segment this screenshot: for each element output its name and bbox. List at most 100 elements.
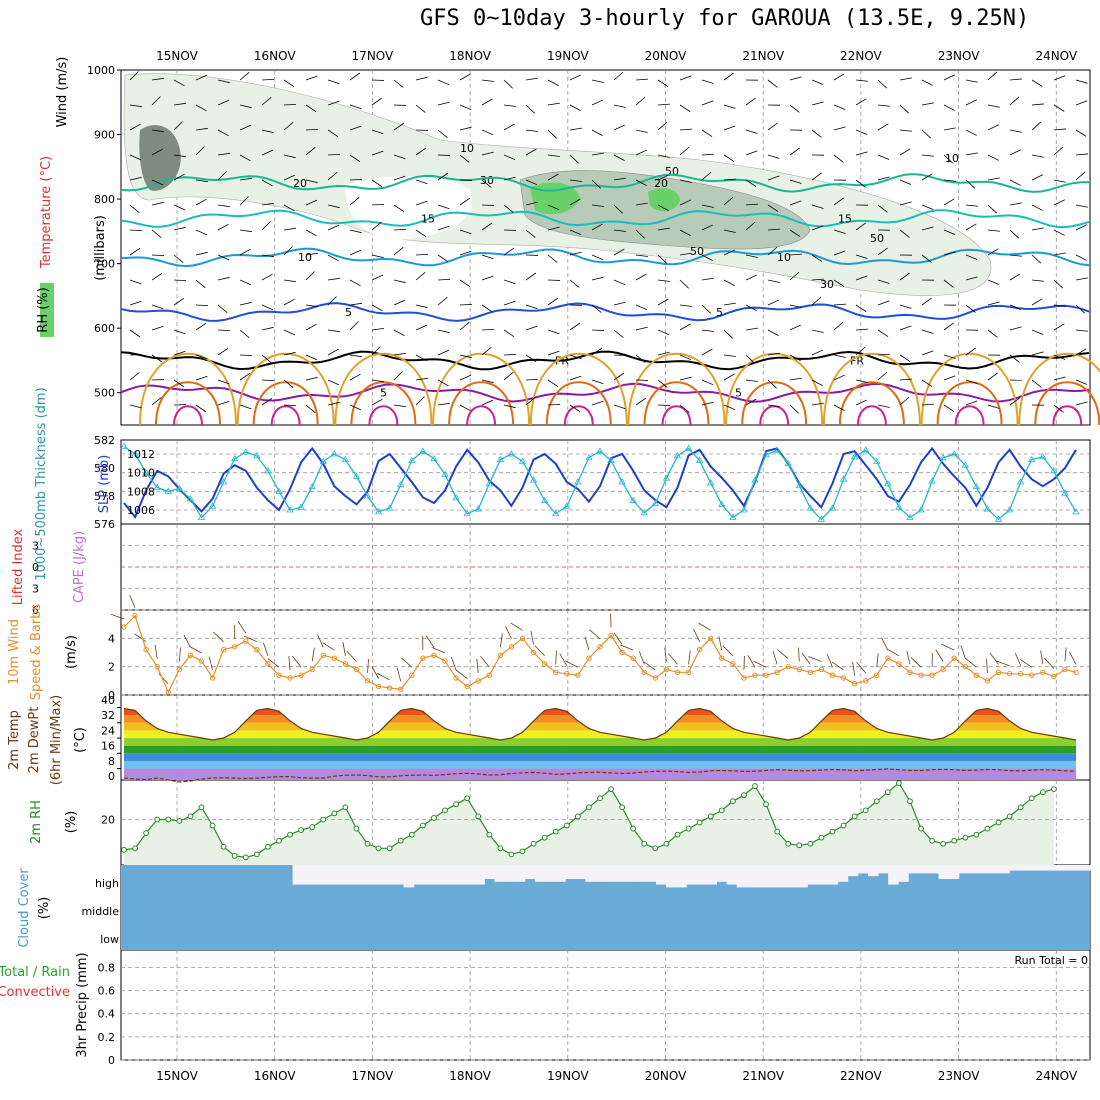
wind-barb [349, 354, 362, 358]
isotherm-label: 15 [421, 212, 435, 225]
wind-barb [635, 354, 646, 363]
wind-barb [393, 279, 406, 284]
wind-barb-10m [638, 651, 645, 665]
wind-barb [503, 79, 513, 89]
cloud-high-clear-bar [928, 865, 940, 874]
wind-barb [657, 298, 669, 306]
wind-barb [349, 404, 362, 411]
date-label-bottom: 21NOV [742, 1069, 784, 1083]
slp-point [430, 454, 438, 462]
slp-point [219, 478, 228, 485]
wind-barb [701, 100, 714, 106]
wind-barb [679, 104, 691, 112]
wind-barb [1075, 379, 1088, 385]
wind-barb [943, 251, 956, 256]
wind-speed-point [674, 669, 681, 676]
wind-barb [1031, 174, 1043, 181]
wind-barb [833, 354, 846, 358]
wind-barb [591, 400, 604, 406]
slp-point [740, 506, 748, 513]
wind-barb [1031, 227, 1044, 231]
slp-point [275, 487, 283, 494]
slp-point [795, 481, 803, 489]
temperature-band [124, 715, 1077, 723]
wind-barb [415, 229, 427, 238]
rh2m-point [342, 804, 349, 811]
temperature-band [124, 730, 1077, 739]
wind-barb [943, 74, 955, 81]
wind-speed-point [708, 635, 714, 642]
slp-point [850, 453, 859, 460]
wind-barb [283, 279, 296, 283]
boundary-layer-isotherm [856, 405, 887, 426]
wind-barb [349, 125, 362, 131]
wind-barb [1009, 96, 1020, 106]
wind-barb [481, 79, 494, 82]
wind-barb [195, 304, 209, 307]
wind-speed-point [364, 678, 371, 684]
wind-barb [1053, 75, 1066, 81]
wind-barb-10m [584, 636, 590, 651]
wind-barb [855, 254, 868, 259]
wind-barb [393, 299, 406, 306]
rh2m-point [995, 819, 1002, 826]
rh2m-point [331, 810, 338, 817]
wind-barb [767, 122, 778, 131]
wind-barb [371, 327, 384, 331]
cloud-high-clear-bar [777, 865, 788, 888]
wind-barb [569, 127, 582, 131]
wind-barb [173, 154, 186, 158]
wind-barb [371, 150, 384, 156]
wind-barb [525, 378, 539, 381]
wind-barb [767, 246, 778, 256]
wind-barb [767, 228, 780, 231]
wind-barb [745, 97, 756, 106]
y-tick-label: 8 [108, 755, 115, 768]
wind-barb [151, 129, 164, 133]
wind-barb [613, 229, 626, 232]
wind-barb [481, 179, 492, 188]
cloud-high-clear-bar [373, 865, 384, 885]
slp-point [518, 457, 527, 464]
slp-point [718, 500, 726, 507]
wind-barb-10m [154, 644, 158, 659]
wind-barb [481, 275, 494, 281]
wind-barb-10m [322, 642, 335, 651]
rh2m-point [663, 840, 670, 847]
wind-barb [415, 377, 428, 381]
wind-barb [217, 276, 230, 281]
wind-barb [459, 154, 470, 163]
wind-speed-point [1017, 671, 1024, 677]
slp-point [1050, 467, 1058, 474]
wind-barb [327, 79, 340, 85]
rh2m-point [696, 819, 703, 826]
date-label-top: 15NOV [156, 49, 198, 63]
wind-barb [855, 79, 868, 82]
wind-barb [437, 129, 448, 138]
wind-barb [151, 354, 163, 363]
wind-barb-10m [267, 658, 280, 668]
wind-barb-10m [856, 662, 866, 674]
axis-label-cloud-cover: Cloud Cover [17, 868, 32, 948]
wind-barb [657, 329, 670, 336]
temperature-band [124, 722, 1077, 731]
wind-barb [305, 376, 318, 381]
wind-barb [129, 404, 142, 409]
cloud-high-clear-bar [605, 865, 617, 882]
axis-label-2m-temp: 2m Temp [7, 710, 22, 770]
wind-barb [173, 350, 186, 356]
slp-point [208, 502, 217, 509]
wind-barb [305, 128, 319, 131]
wind-barb-10m [288, 656, 291, 671]
wind-barb [965, 276, 978, 281]
cloud-high-clear-bar [302, 865, 314, 885]
wind-barb [305, 75, 318, 81]
cloud-high-clear-bar [898, 865, 909, 882]
boundary-layer-isotherm [920, 352, 1019, 426]
wind-speed-point [143, 646, 149, 653]
y-tick-label: 4 [108, 632, 115, 645]
wind-barb-10m [499, 633, 503, 648]
cloud-high-clear-bar [615, 865, 627, 882]
wind-barb [855, 379, 868, 383]
wind-speed-point [375, 683, 382, 690]
